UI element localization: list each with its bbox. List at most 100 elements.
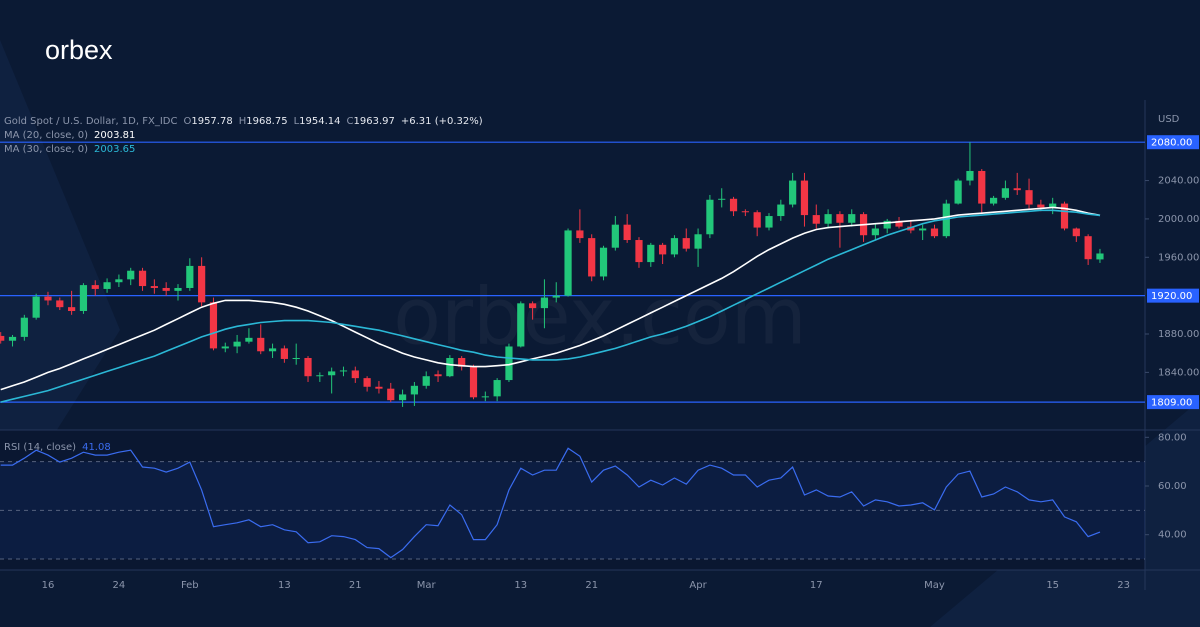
candle-body [103, 282, 111, 289]
x-tick-label: Apr [689, 580, 707, 591]
level-label-box [1147, 135, 1199, 150]
candle-body [91, 285, 99, 289]
candle-body [79, 285, 88, 311]
candle-body [505, 346, 513, 381]
candle-body [410, 385, 418, 395]
ohlc-value: 1957.78 [191, 116, 232, 127]
y-tick-label: 1840.00 [1158, 367, 1199, 378]
candle-body [812, 215, 820, 224]
candle-body [458, 357, 466, 367]
level-label: 2080.00 [1151, 138, 1192, 149]
candle-body [375, 386, 383, 389]
ma-line [0, 206, 1101, 391]
candle-body [398, 394, 407, 401]
candle-body [930, 228, 939, 237]
legend-value: 41.08 [82, 442, 111, 453]
candle-body [138, 270, 147, 287]
x-tick-label: 15 [1046, 580, 1059, 591]
x-tick-label: 16 [42, 580, 55, 591]
candle-body [198, 265, 206, 303]
candle-body [422, 376, 430, 386]
candle-body [32, 296, 40, 318]
y-tick-label: 1880.00 [1158, 329, 1199, 340]
ohlc-value: 1954.14 [299, 116, 340, 127]
ohlc-label: O [183, 116, 191, 127]
candle-body [20, 317, 28, 337]
legend-name: RSI (14, close) [4, 442, 76, 453]
candle-body [552, 295, 560, 298]
candle-body [1025, 190, 1033, 205]
x-tick-label: May [924, 580, 945, 591]
candle-body [186, 265, 194, 288]
unit-label: USD [1158, 114, 1180, 125]
candle-body [694, 234, 702, 249]
candle-body [434, 374, 442, 377]
candle-body [268, 348, 277, 352]
candle-body [883, 220, 891, 229]
candle-body [682, 238, 690, 249]
candle-body [162, 287, 170, 291]
ohlc-label: H [239, 116, 247, 127]
candle-body [741, 211, 749, 213]
candle-body [493, 380, 501, 397]
candle-body [481, 396, 489, 398]
candle-body [989, 197, 998, 204]
ohlc-value: 1968.75 [246, 116, 287, 127]
candle-body [221, 346, 229, 349]
x-tick-label: Feb [181, 580, 199, 591]
logo: orbex [45, 35, 113, 65]
candle-body [233, 341, 241, 347]
rsi-tick-label: 80.00 [1158, 432, 1187, 443]
x-tick-label: 21 [349, 580, 362, 591]
candle-body [387, 388, 395, 401]
candle-body [966, 170, 974, 181]
candle-body [777, 204, 785, 217]
candle-body [1001, 188, 1009, 198]
candle-body [588, 238, 596, 277]
candle-body [174, 287, 182, 291]
candle-body [647, 244, 655, 263]
candle-body [895, 220, 903, 227]
legend-value: 2003.81 [94, 130, 135, 141]
candle-body [56, 300, 64, 308]
y-tick-label: 2000.00 [1158, 214, 1199, 225]
candle-body [871, 228, 879, 236]
candle-body [150, 286, 158, 288]
legend-name: MA (20, close, 0) [4, 130, 88, 141]
x-tick-label: 13 [514, 580, 527, 591]
candle-body [529, 303, 537, 309]
candle-body [635, 240, 643, 263]
x-tick-label: 13 [278, 580, 291, 591]
candle-body [800, 180, 809, 216]
candle-body [907, 226, 915, 231]
candle-body [729, 198, 738, 212]
candle-body [1049, 203, 1057, 208]
candle-body [919, 228, 927, 231]
candle-body [517, 303, 525, 347]
candle-body [127, 270, 135, 280]
candle-body [1084, 236, 1092, 260]
candle-body [245, 337, 253, 342]
rsi-tick-label: 40.00 [1158, 530, 1187, 541]
ohlc-value: 1963.97 [354, 116, 395, 127]
candle-body [765, 216, 773, 228]
candle-body [848, 214, 856, 223]
candle-body [1060, 203, 1069, 229]
candle-body [942, 203, 950, 237]
candle-body [564, 230, 572, 296]
candle-body [363, 378, 371, 387]
candle-body [0, 335, 5, 341]
rsi-tick-label: 60.00 [1158, 481, 1187, 492]
candle-body [576, 230, 584, 239]
candle-body [824, 214, 832, 224]
candle-body [351, 370, 359, 379]
candle-body [339, 370, 348, 372]
ma-legend: MA (20, close, 0) 2003.81 [4, 130, 135, 141]
candle-body [540, 297, 549, 309]
candle-body [1013, 188, 1021, 191]
candle-body [292, 357, 300, 359]
level-label-box [1147, 288, 1199, 303]
candle-body [8, 336, 17, 341]
candle-body [1096, 253, 1104, 260]
